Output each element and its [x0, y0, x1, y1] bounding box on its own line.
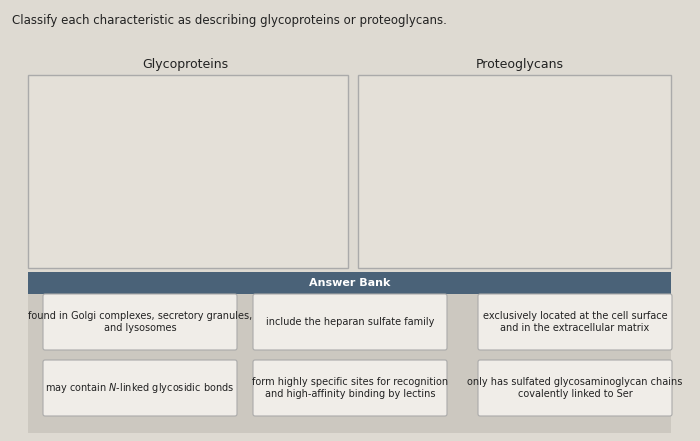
Bar — [28, 294, 671, 433]
FancyBboxPatch shape — [43, 360, 237, 416]
Text: Glycoproteins: Glycoproteins — [142, 58, 228, 71]
FancyBboxPatch shape — [253, 360, 447, 416]
Text: only has sulfated glycosaminoglycan chains
covalently linked to Ser: only has sulfated glycosaminoglycan chai… — [468, 377, 682, 399]
Bar — [28, 75, 348, 268]
Text: may contain $\it{N}$-linked glycosidic bonds: may contain $\it{N}$-linked glycosidic b… — [46, 381, 234, 395]
FancyBboxPatch shape — [478, 294, 672, 350]
Text: form highly specific sites for recognition
and high-affinity binding by lectins: form highly specific sites for recogniti… — [252, 377, 448, 399]
FancyBboxPatch shape — [478, 360, 672, 416]
Text: include the heparan sulfate family: include the heparan sulfate family — [266, 317, 434, 327]
Text: found in Golgi complexes, secretory granules,
and lysosomes: found in Golgi complexes, secretory gran… — [28, 311, 252, 333]
Text: Proteoglycans: Proteoglycans — [476, 58, 564, 71]
Text: Answer Bank: Answer Bank — [309, 278, 390, 288]
Text: exclusively located at the cell surface
and in the extracellular matrix: exclusively located at the cell surface … — [483, 311, 667, 333]
Text: Classify each characteristic as describing glycoproteins or proteoglycans.: Classify each characteristic as describi… — [12, 14, 447, 27]
Bar — [28, 272, 671, 294]
Bar — [358, 75, 671, 268]
FancyBboxPatch shape — [253, 294, 447, 350]
FancyBboxPatch shape — [43, 294, 237, 350]
